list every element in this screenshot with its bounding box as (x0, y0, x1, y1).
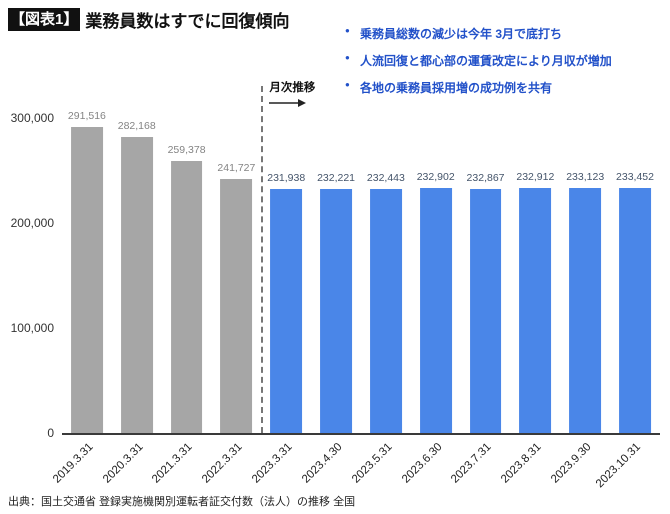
bar-monthly-2023.5.31 (369, 188, 402, 433)
x-axis-label: 2023.4.30 (299, 441, 345, 486)
monthly-trend-annotation: 月次推移 (269, 82, 315, 108)
bar-monthly-2023.3.31 (270, 189, 303, 433)
page-title: 業務員数はすでに回復傾向 (85, 12, 290, 31)
x-axis-label: 2023.8.31 (499, 441, 544, 486)
bar-value-label: 233,123 (566, 171, 605, 184)
monthly-section-divider-line (261, 86, 264, 433)
x-axis-label: 2023.6.30 (399, 441, 445, 486)
bar-slot: 232,443 2023.5.31 (350, 118, 411, 486)
bar-value-label: 232,443 (366, 171, 405, 184)
y-tick-label: 200,000 (10, 216, 54, 230)
monthly-trend-label: 月次推移 (269, 82, 316, 94)
x-axis-label: 2021.3.31 (150, 441, 196, 486)
plot-area: 月次推移 291,516 2019.3.31 282,168 2020.3.31 259… (51, 82, 660, 490)
y-axis: 300,000 200,000 100,000 0 (0, 111, 54, 440)
bar-monthly-2023.7.31 (469, 188, 502, 433)
x-axis-label: 2022.3.31 (200, 441, 245, 486)
key-point: 乗務員総数の減少は今年 3月で底打ち (345, 21, 612, 48)
bar-monthly-2023.6.30 (419, 188, 452, 433)
bar-slot: 282,168 2020.3.31 (101, 118, 162, 486)
y-tick-label: 100,000 (10, 321, 54, 335)
bar-value-label: 282,168 (117, 119, 156, 132)
bar-value-label: 232,912 (516, 171, 555, 184)
bar-yearly-2020.3.31 (120, 136, 153, 433)
bar-value-label: 233,452 (616, 170, 654, 183)
bar-value-label: 232,221 (317, 172, 356, 185)
y-tick-label: 300,000 (10, 111, 54, 125)
bar-slot: 232,221 2023.4.30 (300, 118, 361, 485)
x-axis-label: 2023.9.30 (549, 441, 594, 486)
bar-value-label: 291,516 (67, 109, 106, 122)
figure-header: 【図表1】 業務員数はすでに回復傾向 (8, 7, 290, 32)
bar-monthly-2023.4.30 (320, 189, 352, 433)
bar-yearly-2021.3.31 (170, 160, 203, 433)
bar-slot: 232,912 2023.8.31 (499, 118, 560, 485)
bar-slot: 241,727 2022.3.31 (200, 118, 261, 485)
source-note: 出典：国土交通省 登録実施機関別運転者証交付数（法人）の推移 全国 (8, 496, 356, 508)
x-axis-label: 2023.5.31 (349, 441, 395, 486)
figure-tag: 【図表1】 (8, 8, 81, 31)
x-axis-label: 2023.3.31 (250, 441, 295, 486)
bar-slot: 233,123 2023.9.30 (549, 118, 610, 485)
right-arrow-icon (269, 98, 307, 107)
bar-slot: 233,452 2023.10.31 (594, 118, 660, 490)
bar-slot: 232,902 2023.6.30 (400, 118, 461, 485)
bar-slot: 259,378 2021.3.31 (150, 118, 212, 486)
bar-monthly-2023.10.31 (619, 187, 651, 433)
y-tick-label: 0 (47, 426, 54, 440)
key-point: 人流回復と都心部の運賃改定により月収が増加 (345, 48, 612, 75)
x-axis-label: 2019.3.31 (50, 441, 96, 486)
x-axis-label: 2020.3.31 (100, 441, 146, 486)
bar-yearly-2019.3.31 (70, 126, 103, 433)
x-axis-label: 2023.10.31 (594, 441, 644, 491)
bar-value-label: 232,867 (466, 171, 505, 184)
key-point: 各地の乗務員採用増の成功例を共有 (345, 75, 612, 102)
bar-monthly-2023.9.30 (569, 188, 602, 433)
bar-value-label: 231,938 (267, 172, 306, 185)
bar-slot: 231,938 2023.3.31 (250, 118, 311, 485)
bar-monthly-2023.8.31 (519, 188, 552, 433)
x-axis-label: 2023.7.31 (449, 441, 495, 486)
bar-value-label: 259,378 (167, 143, 206, 156)
bar-yearly-2022.3.31 (220, 179, 253, 433)
bar-value-label: 232,902 (416, 171, 455, 184)
bar-slot: 291,516 2019.3.31 (51, 110, 112, 486)
bar-value-label: 241,727 (217, 162, 256, 175)
key-points-list: 乗務員総数の減少は今年 3月で底打ち 人流回復と都心部の運賃改定により月収が増加… (345, 21, 612, 102)
bar-slot: 232,867 2023.7.31 (449, 118, 511, 486)
